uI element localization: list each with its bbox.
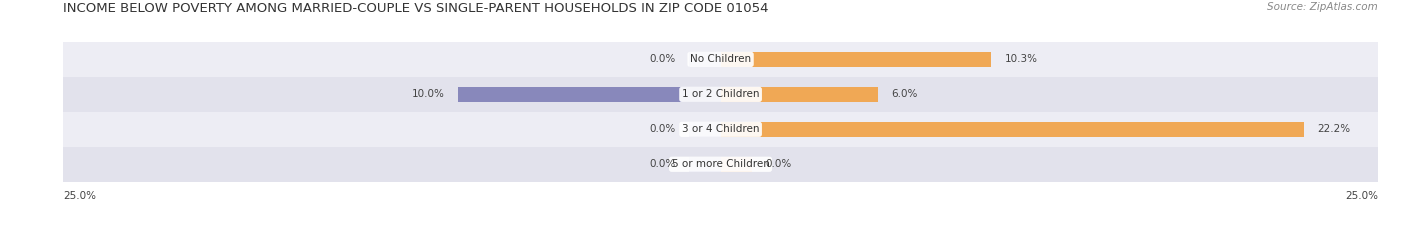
Text: 1 or 2 Children: 1 or 2 Children [682, 89, 759, 99]
Text: 25.0%: 25.0% [1346, 191, 1378, 201]
Text: INCOME BELOW POVERTY AMONG MARRIED-COUPLE VS SINGLE-PARENT HOUSEHOLDS IN ZIP COD: INCOME BELOW POVERTY AMONG MARRIED-COUPL… [63, 2, 769, 15]
Text: 3 or 4 Children: 3 or 4 Children [682, 124, 759, 134]
Bar [721, 157, 752, 171]
Text: 10.0%: 10.0% [412, 89, 444, 99]
Bar [63, 112, 1378, 147]
Text: 0.0%: 0.0% [765, 159, 792, 169]
Bar [689, 122, 721, 137]
Bar [689, 157, 721, 171]
Text: 0.0%: 0.0% [650, 159, 676, 169]
Text: 6.0%: 6.0% [891, 89, 918, 99]
Bar [458, 87, 721, 102]
Legend: Married Couples, Single Parents: Married Couples, Single Parents [619, 231, 823, 233]
Bar [63, 42, 1378, 77]
Text: 0.0%: 0.0% [650, 124, 676, 134]
Text: No Children: No Children [690, 55, 751, 64]
Bar [721, 52, 991, 67]
Text: 0.0%: 0.0% [650, 55, 676, 64]
Text: Source: ZipAtlas.com: Source: ZipAtlas.com [1267, 2, 1378, 12]
Bar [721, 87, 879, 102]
Bar [63, 77, 1378, 112]
Text: 10.3%: 10.3% [1004, 55, 1038, 64]
Text: 5 or more Children: 5 or more Children [672, 159, 769, 169]
Bar [721, 122, 1305, 137]
Text: 25.0%: 25.0% [63, 191, 96, 201]
Text: 22.2%: 22.2% [1317, 124, 1351, 134]
Bar [63, 147, 1378, 182]
Bar [689, 52, 721, 67]
